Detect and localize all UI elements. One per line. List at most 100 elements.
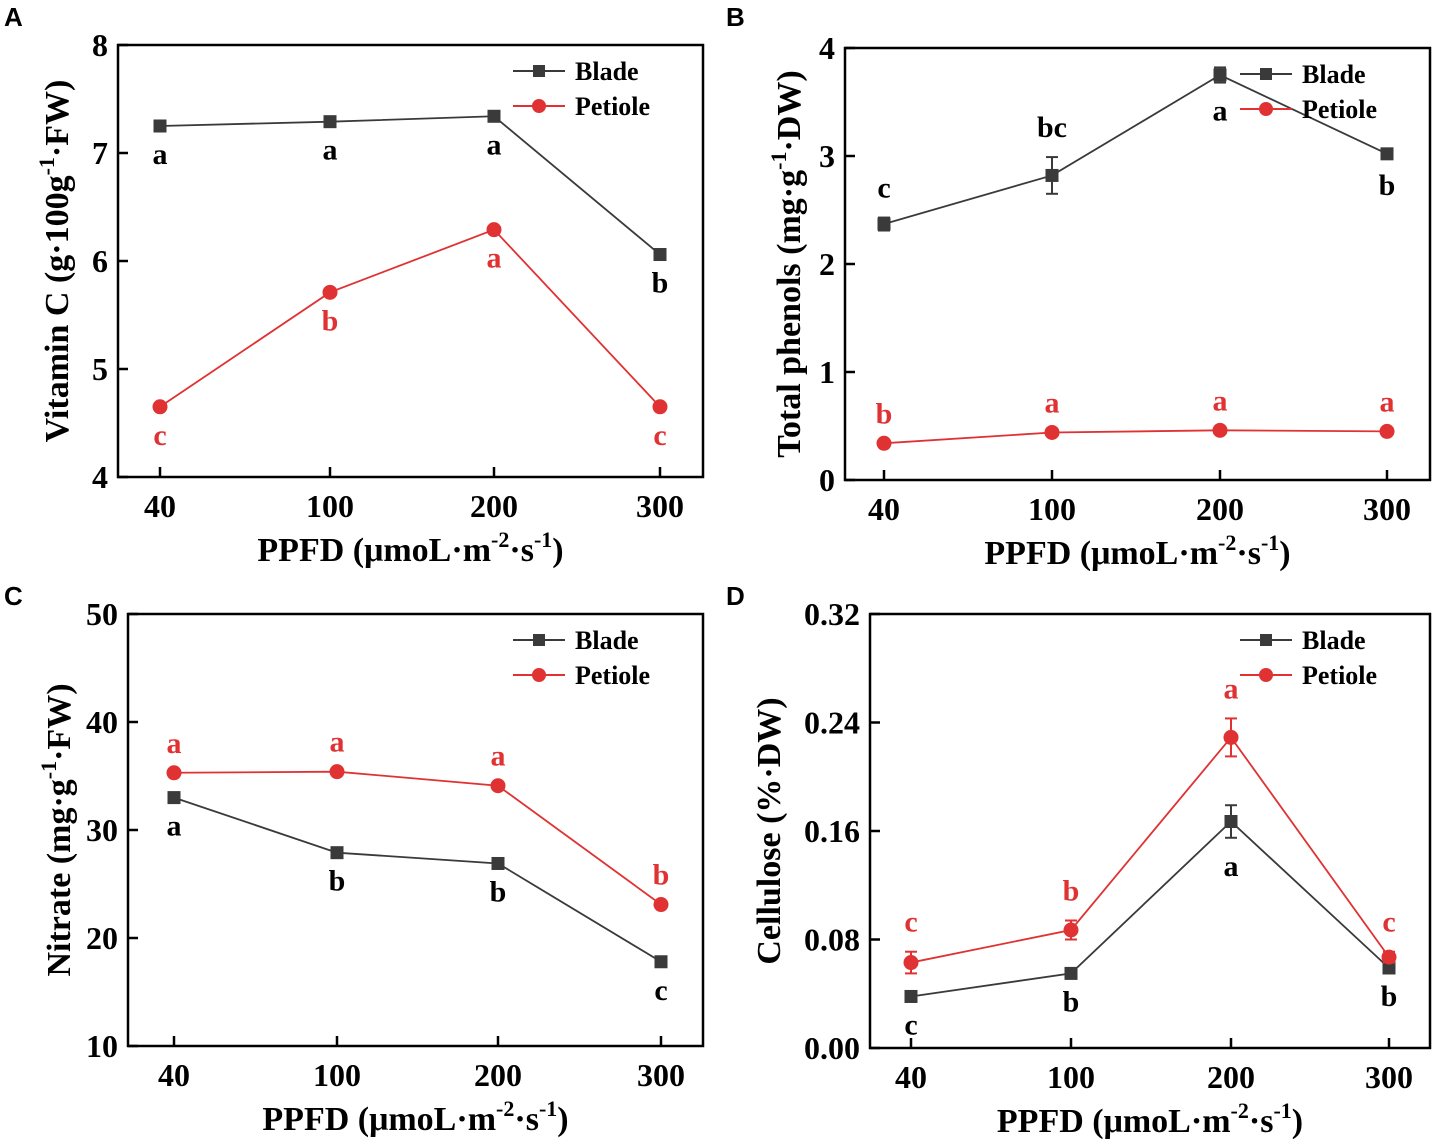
data-point-circle: [1044, 424, 1060, 440]
x-tick-label: 100: [1047, 1059, 1095, 1095]
series-line: [910, 820, 1390, 998]
legend-label: Blade: [575, 626, 639, 655]
data-point-circle: [653, 897, 669, 913]
series-line: [173, 770, 662, 906]
significance-letter: a: [1213, 95, 1228, 128]
data-point-circle: [1212, 422, 1228, 438]
significance-letter: a: [1045, 386, 1060, 419]
y-tick-label: 0.32: [804, 596, 860, 632]
panel-letter: A: [4, 2, 23, 32]
y-tick-label: 0: [819, 462, 835, 498]
data-point-square: [491, 856, 505, 870]
significance-letter: b: [322, 304, 339, 337]
data-point-circle: [329, 764, 345, 780]
significance-letter: c: [904, 1008, 917, 1041]
data-point-circle: [490, 778, 506, 794]
x-tick-label: 40: [158, 1057, 190, 1093]
legend: Blade Petiole: [513, 626, 650, 690]
data-point-square: [1380, 147, 1394, 161]
legend-marker-circle: [1259, 102, 1273, 116]
y-tick-label: 30: [86, 812, 118, 848]
data-point-circle: [876, 435, 892, 451]
x-tick-label: 300: [1363, 491, 1411, 527]
x-tick-label: 100: [306, 488, 354, 524]
data-point-circle: [1381, 949, 1397, 965]
significance-letter: a: [323, 134, 338, 167]
data-point-square: [1064, 966, 1078, 980]
panel-b: B 0 1 2 3 4 40 100 200 300 PPFD (μmoL·m-2·s-1) Tota…: [726, 2, 1432, 572]
y-axis-label: Cellulose (%·DW): [751, 697, 788, 964]
significance-letter: a: [330, 726, 345, 759]
legend-marker-square: [533, 65, 545, 77]
significance-letter: c: [1382, 906, 1395, 939]
significance-letter: a: [167, 810, 182, 843]
y-tick-label: 0.16: [804, 813, 860, 849]
x-tick-label: 200: [1196, 491, 1244, 527]
significance-letter: b: [1063, 875, 1080, 908]
legend-label: Petiole: [1302, 661, 1377, 690]
y-tick-label: 8: [92, 27, 108, 63]
x-axis-label: PPFD (μmoL·m-2·s-1): [984, 530, 1290, 572]
data-point-square: [654, 955, 668, 969]
data-point-circle: [166, 765, 182, 781]
series-line: [159, 115, 661, 256]
legend-marker-square: [533, 634, 545, 646]
y-tick-label: 40: [86, 704, 118, 740]
legend-marker-circle: [532, 99, 546, 113]
y-tick-label: 50: [86, 596, 118, 632]
y-tick-label: 20: [86, 920, 118, 956]
legend-label: Petiole: [575, 661, 650, 690]
legend-label: Petiole: [575, 92, 650, 121]
x-tick-label: 100: [313, 1057, 361, 1093]
legend-label: Blade: [1302, 626, 1366, 655]
y-tick-label: 5: [92, 351, 108, 387]
y-tick-label: 3: [819, 138, 835, 174]
legend-marker-square: [1260, 634, 1272, 646]
series-blade: a a a b: [153, 109, 669, 300]
legend: Blade Petiole: [1240, 626, 1377, 690]
legend-marker-circle: [532, 668, 546, 682]
data-point-circle: [1379, 423, 1395, 439]
series-petiole: c b a c: [152, 222, 668, 452]
y-tick-label: 0.24: [804, 705, 860, 741]
significance-letter: a: [167, 727, 182, 760]
series-line: [883, 73, 1388, 225]
significance-letter: b: [329, 865, 346, 898]
y-tick-label: 1: [819, 354, 835, 390]
data-point-circle: [1223, 729, 1239, 745]
series-petiole: c b a c: [903, 672, 1397, 975]
data-point-square: [653, 248, 667, 262]
significance-letter: a: [153, 138, 168, 171]
y-tick-label: 4: [819, 30, 835, 66]
significance-letter: b: [876, 397, 893, 430]
significance-letter: a: [487, 128, 502, 161]
series-line: [159, 228, 661, 408]
y-tick-label: 6: [92, 243, 108, 279]
x-tick-label: 40: [895, 1059, 927, 1095]
series-line: [910, 735, 1390, 964]
legend: Blade Petiole: [1240, 60, 1377, 124]
significance-letter: a: [1213, 384, 1228, 417]
data-point-square: [487, 109, 501, 123]
data-point-square: [1224, 815, 1238, 829]
series-line: [173, 796, 662, 963]
significance-letter: b: [652, 267, 669, 300]
data-point-square: [1213, 68, 1227, 82]
x-tick-label: 100: [1028, 491, 1076, 527]
y-axis-label: Nitrate (mg·g-1·FW): [36, 683, 78, 976]
significance-letter: b: [1381, 980, 1398, 1013]
data-point-square: [167, 791, 181, 805]
legend-marker-circle: [1259, 668, 1273, 682]
data-point-square: [1382, 961, 1396, 975]
y-tick-label: 7: [92, 135, 108, 171]
legend-label: Blade: [575, 57, 639, 86]
significance-letter: c: [653, 419, 666, 452]
significance-letter: a: [1380, 385, 1395, 418]
panel-letter: B: [726, 2, 745, 32]
data-point-square: [877, 217, 891, 231]
x-axis-label: PPFD (μmoL·m-2·s-1): [257, 527, 563, 569]
x-axis-label: PPFD (μmoL·m-2·s-1): [262, 1096, 568, 1138]
x-tick-label: 300: [636, 488, 684, 524]
y-axis-label: Vitamin C (g·100g-1·FW): [34, 80, 76, 443]
